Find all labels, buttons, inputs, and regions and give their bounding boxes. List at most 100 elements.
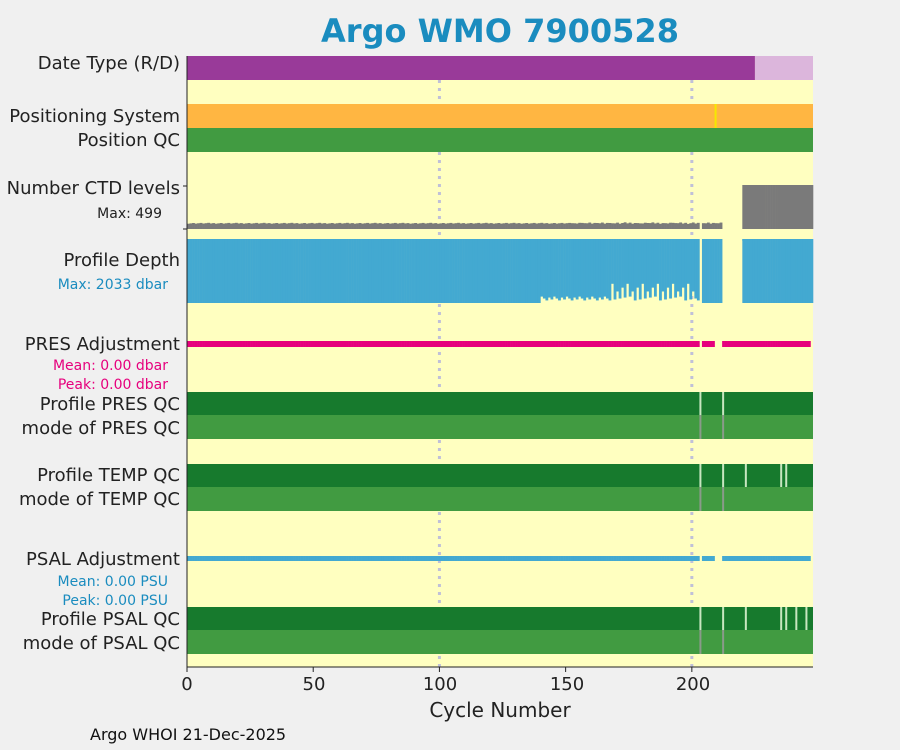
ctd-level-bar xyxy=(515,223,518,229)
ctd-level-bar xyxy=(482,223,486,229)
profile-depth-bar xyxy=(315,239,319,303)
pres-adjustment-bar xyxy=(694,341,698,347)
profile-depth-bar xyxy=(189,239,193,303)
profile-depth-bar xyxy=(280,239,284,303)
profile-depth-bar xyxy=(371,239,375,303)
psal-adjustment-bar xyxy=(388,556,392,561)
profile-depth-bar xyxy=(585,239,589,298)
ctd-level-bar xyxy=(578,222,582,229)
profile-depth-bar xyxy=(399,239,402,303)
ctd-level-bar xyxy=(681,223,685,229)
ctd-level-bar xyxy=(494,223,498,229)
ctd-level-bar xyxy=(197,223,200,229)
profile-depth-bar xyxy=(290,239,294,303)
pres-adjustment-bar xyxy=(252,341,256,347)
pres-adjustment-bar xyxy=(669,341,672,347)
ctd-level-bar xyxy=(260,223,264,229)
psal-adjustment-bar xyxy=(199,556,203,561)
pres-adjustment-bar xyxy=(474,341,478,347)
ctd-level-bar xyxy=(613,223,617,229)
ctd-level-bar xyxy=(631,223,635,229)
profile-depth-bar xyxy=(646,239,650,292)
pres-adjustment-bar xyxy=(303,341,306,347)
qc-gap-mark xyxy=(699,487,702,511)
psal-adjustment-bar xyxy=(757,556,761,561)
psal-adjustment-bar xyxy=(467,556,471,561)
ctd-level-bar xyxy=(714,223,718,229)
pres-adjustment-bar xyxy=(651,341,655,347)
profile-depth-bar xyxy=(648,239,652,298)
ctd-level-bar xyxy=(712,222,715,229)
profile-depth-bar xyxy=(515,239,518,303)
profile-depth-bar xyxy=(429,239,433,303)
ctd-level-bar xyxy=(255,222,258,229)
profile-depth-bar xyxy=(563,239,566,300)
ctd-level-bar xyxy=(393,222,397,229)
psal-adjustment-bar xyxy=(573,556,577,561)
ctd-level-bar xyxy=(555,223,559,229)
pres-adjustment-bar xyxy=(510,341,513,347)
profile-depth-bar xyxy=(505,239,508,303)
psal-adjustment-bar xyxy=(510,556,513,561)
mode-pres-qc-bar xyxy=(187,415,813,439)
profile-depth-bar xyxy=(547,239,551,298)
label-pres-mean: Mean: 0.00 dbar xyxy=(52,358,168,374)
psal-adjustment-bar xyxy=(674,556,677,561)
pres-adjustment-bar xyxy=(489,341,493,347)
profile-depth-bar xyxy=(810,239,814,303)
psal-adjustment-bar xyxy=(588,556,592,561)
ctd-level-bar xyxy=(489,223,493,229)
ctd-level-bar xyxy=(325,223,329,229)
pres-adjustment-bar xyxy=(245,341,248,347)
profile-depth-bar xyxy=(368,239,372,303)
ctd-level-bar xyxy=(441,223,445,229)
psal-adjustment-bar xyxy=(298,556,301,561)
profile-depth-bar xyxy=(227,239,231,303)
psal-adjustment-bar xyxy=(737,556,741,561)
pres-adjustment-bar xyxy=(684,341,688,347)
psal-adjustment-bar xyxy=(626,556,630,561)
profile-depth-bar xyxy=(686,239,690,284)
qc-gap-mark xyxy=(699,464,702,487)
pres-adjustment-bar xyxy=(219,341,223,347)
profile-depth-bar xyxy=(325,239,329,303)
qc-flag-mark xyxy=(805,607,808,630)
profile-depth-bar xyxy=(219,239,223,303)
profile-depth-bar xyxy=(346,239,349,303)
pres-adjustment-bar xyxy=(616,341,619,347)
psal-adjustment-bar xyxy=(487,556,491,561)
psal-adjustment-bar xyxy=(686,556,690,561)
profile-depth-bar xyxy=(393,239,397,303)
pres-adjustment-bar xyxy=(492,341,496,347)
psal-adjustment-bar xyxy=(449,556,453,561)
profile-depth-bar xyxy=(603,239,607,297)
profile-depth-bar xyxy=(517,239,521,303)
psal-adjustment-bar xyxy=(762,556,766,561)
ctd-level-bar xyxy=(671,222,675,229)
ctd-level-bar xyxy=(492,223,496,229)
ctd-level-bar xyxy=(386,223,390,229)
profile-depth-bar xyxy=(378,239,382,303)
psal-adjustment-bar xyxy=(643,556,647,561)
profile-depth-bar xyxy=(293,239,296,303)
profile-depth-bar xyxy=(257,239,261,303)
pres-adjustment-bar xyxy=(686,341,690,347)
pres-adjustment-bar xyxy=(515,341,518,347)
pres-adjustment-bar xyxy=(469,341,473,347)
pres-adjustment-bar xyxy=(643,341,647,347)
ctd-level-bar xyxy=(537,223,541,229)
ctd-level-bar xyxy=(545,223,549,229)
pres-adjustment-bar xyxy=(802,341,806,347)
pres-adjustment-bar xyxy=(800,341,804,347)
profile-depth-bar xyxy=(530,239,534,303)
profile-depth-bar xyxy=(406,239,410,303)
profile-depth-bar xyxy=(452,239,455,303)
ctd-level-bar xyxy=(192,223,195,229)
ctd-level-bar xyxy=(454,223,458,229)
profile-depth-bar xyxy=(590,239,594,297)
psal-adjustment-bar xyxy=(492,556,496,561)
psal-adjustment-bar xyxy=(542,556,546,561)
pres-adjustment-bar xyxy=(636,341,640,347)
ctd-level-bar xyxy=(638,223,642,229)
psal-adjustment-bar xyxy=(525,556,529,561)
